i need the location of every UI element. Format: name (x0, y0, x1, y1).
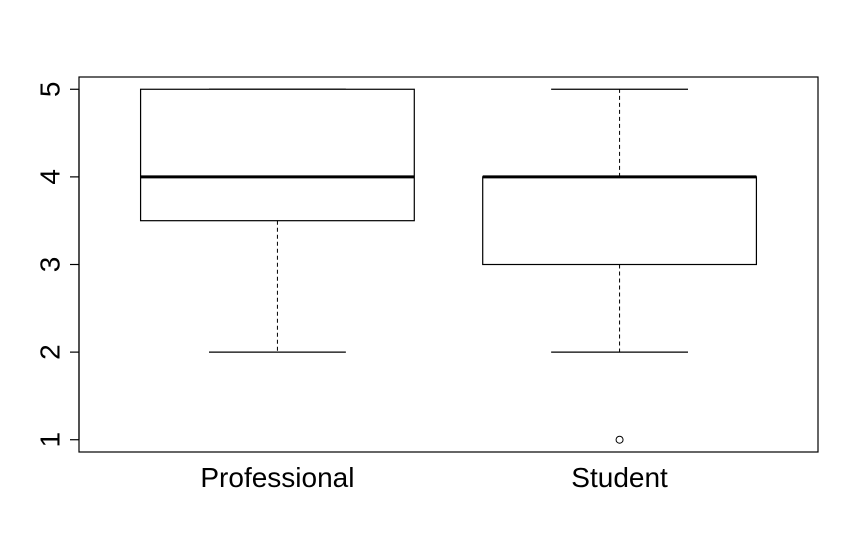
outlier-point-student-0 (615, 435, 624, 444)
boxes (139, 88, 758, 444)
y-tick-label-2: 2 (35, 344, 66, 360)
y-tick-label-5: 5 (35, 81, 66, 97)
x-tick-label-professional: Professional (200, 462, 354, 493)
box-iqr-professional (139, 88, 415, 222)
box-professional (139, 88, 415, 353)
y-tick-label-3: 3 (35, 257, 66, 273)
x-axis: Professional Student (200, 462, 668, 493)
x-tick-label-student: Student (571, 462, 668, 493)
y-tick-label-4: 4 (35, 169, 66, 185)
box-iqr-student (482, 176, 758, 266)
y-tick-label-1: 1 (35, 432, 66, 448)
y-axis: 1 2 3 4 5 (35, 81, 80, 448)
box-student (482, 88, 758, 444)
